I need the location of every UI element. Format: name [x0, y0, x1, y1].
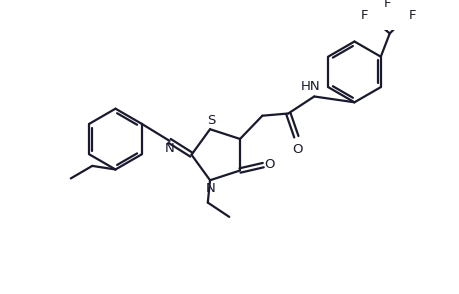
Text: N: N [206, 182, 216, 195]
Text: O: O [292, 143, 302, 156]
Text: F: F [360, 9, 368, 22]
Text: O: O [265, 158, 275, 171]
Text: N: N [165, 142, 174, 155]
Text: F: F [409, 9, 416, 22]
Text: HN: HN [301, 80, 320, 93]
Text: F: F [384, 0, 391, 10]
Text: S: S [207, 114, 215, 127]
